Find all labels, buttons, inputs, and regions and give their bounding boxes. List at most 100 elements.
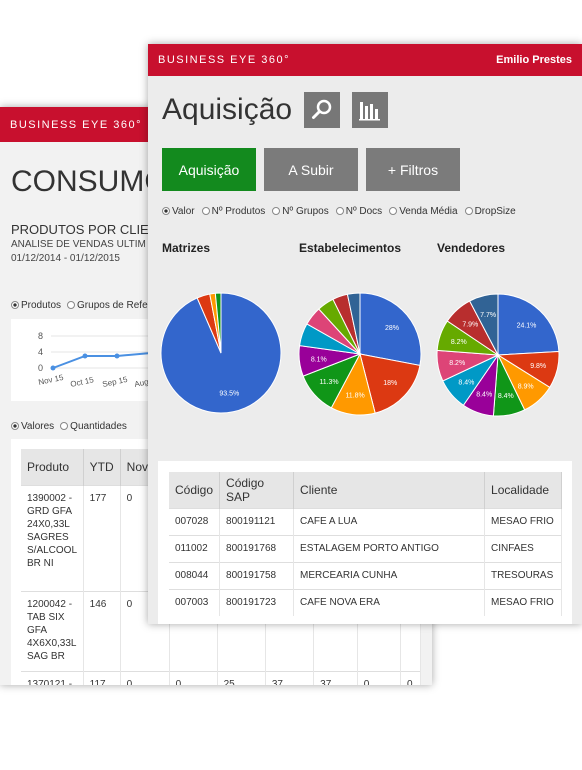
bar-chart-button[interactable] [352,92,389,128]
aquisicao-button[interactable]: Aquisição [162,148,256,191]
table-row[interactable]: 007028 800191121 CAFE A LUA MESAO FRIO [169,507,563,535]
col-header[interactable]: Produto [21,449,84,485]
bar-chart-icon [359,102,381,121]
pie-slice[interactable] [497,293,560,356]
col-header-codigo-sap[interactable]: Código SAP [219,472,295,508]
cell-nov: 0 [120,670,170,685]
filtros-button[interactable]: + Filtros [366,148,460,191]
pie-slice[interactable] [468,293,499,356]
radio-valor[interactable]: Valor [162,206,195,217]
cell: 0 [357,670,402,685]
cell-codigo-sap: 800191758 [219,561,295,589]
pie-slice-label: 8.4% [498,393,514,400]
cell-ytd: 177 [83,484,121,591]
y-tick: 8 [38,331,43,341]
x-tick: Sep 15 [102,375,129,389]
cell-codigo: 008044 [169,561,221,589]
cell-produto: 1370121 - [21,670,84,685]
table-row[interactable]: 008044 800191758 MERCEARIA CUNHA TRESOUR… [169,561,563,589]
pie-slice-label: 93.5% [219,391,239,398]
radio-off-icon [67,301,76,309]
radio-off-icon [389,207,398,215]
back-period: 01/12/2014 - 01/12/2015 [11,253,120,264]
radio-quantidades[interactable]: Quantidades [60,421,127,432]
series-line [52,352,152,369]
radio-label: Quantidades [70,421,127,432]
y-tick: 4 [38,347,43,357]
table-row[interactable]: 1370121 - 117 0 0 25 37 37 0 0 [21,670,421,685]
cell: 0 [400,670,421,685]
cell-codigo: 007003 [169,588,221,616]
table-row[interactable]: 007003 800191723 CAFE NOVA ERA MESAO FRI… [169,588,563,616]
radio-on-icon [11,301,19,309]
back-page-title: CONSUMO [11,165,168,198]
pie-slice[interactable] [359,353,421,414]
pie-slice[interactable] [214,292,222,354]
pie-slice-label: 28% [385,325,399,332]
radio-off-icon [272,207,281,215]
series-point[interactable] [82,353,88,359]
col-header[interactable]: YTD [83,449,121,485]
pie-slice[interactable] [346,292,361,355]
radio-venda-media[interactable]: Venda Média [389,206,458,217]
user-name[interactable]: Emilio Prestes [496,54,572,66]
cell-codigo-sap: 800191121 [219,507,295,535]
col-header-codigo[interactable]: Código [169,472,221,508]
y-tick: 0 [38,363,43,373]
radio-off-icon [60,422,69,430]
pie-slice-label: 8.2% [449,360,465,367]
radio-label: Venda Média [399,206,458,217]
clients-table: Código Código SAP Cliente Localidade 007… [169,472,563,616]
cell-codigo-sap: 800191723 [219,588,295,616]
radio-produtos[interactable]: Produtos [11,300,61,311]
radio-on-icon [11,422,19,430]
radio-label: Produtos [21,300,62,311]
radio-label: Valor [172,206,195,217]
radio-dropsize[interactable]: DropSize [464,206,516,217]
pie-slice-label: 8.9% [518,383,534,390]
cell-cliente: CAFE A LUA [293,507,486,535]
button-row: Aquisição A Subir + Filtros [162,148,460,191]
page-title: Aquisição [162,93,293,126]
cell-ytd: 117 [83,670,121,685]
radio-num-grupos[interactable]: Nº Grupos [272,206,329,217]
chart-title-vendedores: Vendedores [437,241,506,255]
radio-valores[interactable]: Valores [11,421,54,432]
a-subir-button[interactable]: A Subir [264,148,358,191]
col-header-cliente[interactable]: Cliente [293,472,486,508]
pie-slice-label: 24.1% [517,322,537,329]
cell: 37 [265,670,315,685]
radio-num-produtos[interactable]: Nº Produtos [201,206,266,217]
cell-localidade: CINFAES [484,534,563,562]
series-point[interactable] [114,353,120,359]
table-row[interactable]: 011002 800191768 ESTALAGEM PORTO ANTIGO … [169,534,563,562]
radio-label: Valores [21,421,55,432]
col-header-localidade[interactable]: Localidade [484,472,563,508]
back-subtitle: PRODUTOS POR CLIE [11,222,149,237]
front-brand: BUSINESS EYE 360° [158,54,291,66]
cell-codigo-sap: 800191768 [219,534,295,562]
x-tick: Oct 15 [70,375,95,389]
pie-slice[interactable] [359,292,422,367]
radio-label: Nº Produtos [211,206,266,217]
radio-label: DropSize [474,206,516,217]
radio-num-docs[interactable]: Nº Docs [335,206,382,217]
title-row: Aquisição [162,92,389,128]
pie-slice-label: 8.2% [451,339,467,346]
pie-slice-label: 18% [383,380,397,387]
pie-slice-label: 7.9% [462,322,478,329]
cell-ytd: 146 [83,590,121,671]
cell-produto: 1390002 - GRD GFA 24X0,33L SAGRES S/ALCO… [21,484,84,591]
pie-chart-matrizes: 93.5% [160,292,282,414]
mini-chart-svg: 8 4 0 Nov 15 Oct 15 Sep 15 Aug 15 [38,331,171,389]
radio-grupos-referencia[interactable]: Grupos de Refe [67,300,148,311]
cell-localidade: TRESOURAS [484,561,563,589]
back-mini-chart: 8 4 0 Nov 15 Oct 15 Sep 15 Aug 15 [11,319,171,401]
radio-off-icon [201,207,210,215]
search-button[interactable] [304,92,341,128]
pie-slice-label: 8.4% [476,392,492,399]
series-point[interactable] [50,365,56,371]
back-radio-group-1: Produtos Grupos de Refe [11,300,148,311]
pie-slice-label: 11.3% [319,379,338,386]
radio-label: Grupos de Refe [77,300,148,311]
